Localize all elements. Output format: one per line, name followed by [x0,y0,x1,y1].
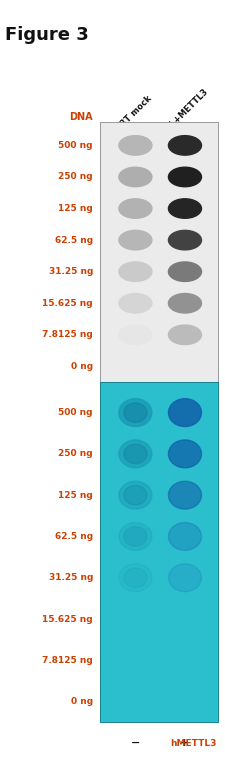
Ellipse shape [118,564,151,592]
Text: 250 ng: 250 ng [58,450,93,458]
Text: 500 ng: 500 ng [58,141,93,150]
Ellipse shape [123,527,146,546]
Text: 125 ng: 125 ng [58,490,93,500]
Text: 0 ng: 0 ng [71,697,93,706]
Ellipse shape [168,399,201,426]
Text: 7.8125 ng: 7.8125 ng [42,330,93,339]
Ellipse shape [168,135,201,155]
Ellipse shape [118,440,151,468]
Text: Figure 3: Figure 3 [4,27,88,45]
Text: 293T +METTL3: 293T +METTL3 [153,88,209,143]
Ellipse shape [123,568,146,587]
Ellipse shape [168,564,201,592]
Ellipse shape [168,199,201,218]
Text: 31.25 ng: 31.25 ng [48,267,93,276]
Ellipse shape [118,231,151,250]
Ellipse shape [168,262,201,282]
Ellipse shape [168,325,201,345]
Ellipse shape [168,293,201,313]
Text: 62.5 ng: 62.5 ng [55,532,93,541]
Text: 250 ng: 250 ng [58,173,93,181]
Ellipse shape [118,325,151,345]
Ellipse shape [118,399,151,426]
Ellipse shape [168,440,201,468]
Ellipse shape [118,135,151,155]
Text: 31.25 ng: 31.25 ng [48,573,93,583]
Ellipse shape [168,167,201,187]
Ellipse shape [168,481,201,509]
Ellipse shape [123,403,146,422]
Ellipse shape [123,444,146,464]
Text: 500 ng: 500 ng [58,408,93,417]
Text: +: + [180,738,189,748]
Text: 62.5 ng: 62.5 ng [55,235,93,245]
Text: −: − [130,738,140,748]
Ellipse shape [168,231,201,250]
Text: 0 ng: 0 ng [71,362,93,371]
Text: 15.625 ng: 15.625 ng [42,615,93,623]
Text: 293T mock: 293T mock [110,94,153,137]
Text: 15.625 ng: 15.625 ng [42,299,93,308]
Ellipse shape [118,167,151,187]
Ellipse shape [118,262,151,282]
Ellipse shape [118,199,151,218]
Ellipse shape [123,486,146,505]
Text: 7.8125 ng: 7.8125 ng [42,656,93,665]
Ellipse shape [118,522,151,551]
Ellipse shape [118,293,151,313]
Text: DNA: DNA [69,112,93,122]
Text: hMETTL3: hMETTL3 [170,738,216,748]
Ellipse shape [168,522,201,551]
Text: 125 ng: 125 ng [58,204,93,213]
Ellipse shape [118,481,151,509]
